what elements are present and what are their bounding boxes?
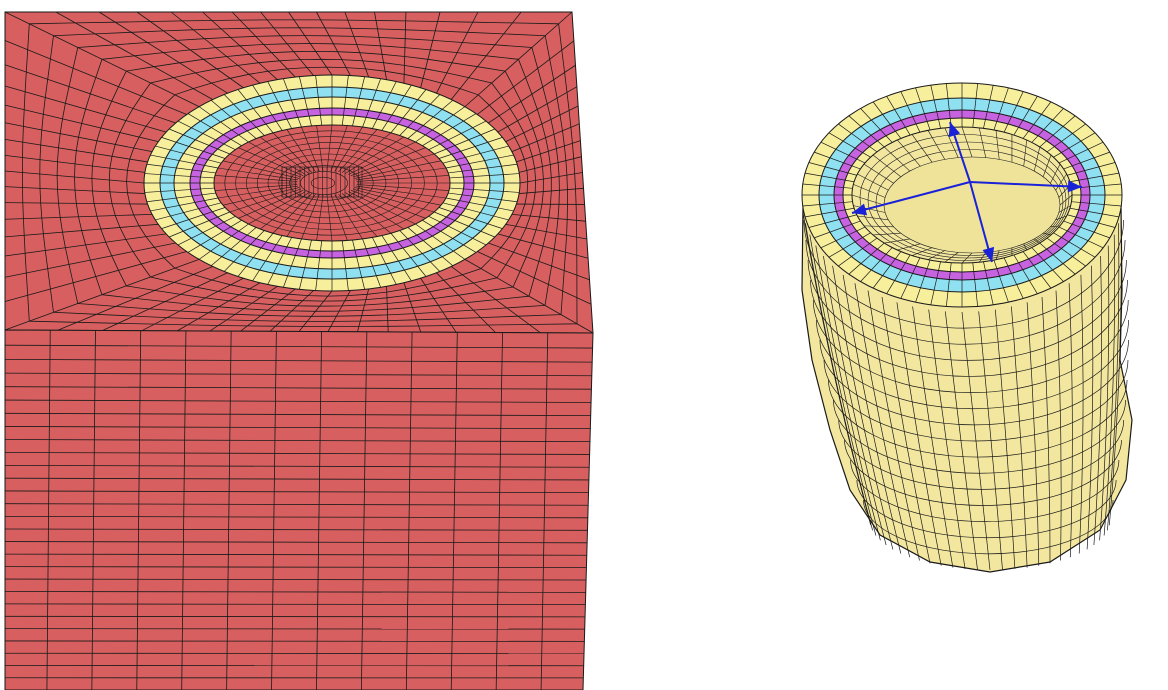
arrow-right-shaft (969, 181, 1083, 188)
lumen-floor (883, 156, 1061, 254)
block-front-face (4, 329, 594, 690)
front-face-mesh (4, 330, 593, 690)
block-mesh-panel (4, 11, 594, 690)
lumen-mesh (851, 126, 1073, 264)
arrow-up-head-icon (948, 122, 961, 138)
embedded-ring-layers (143, 74, 521, 292)
tube-top-annulus (801, 82, 1123, 308)
arrow-right-head-icon (1067, 180, 1082, 193)
ring-mesh-lines (144, 75, 520, 291)
arrow-left-shaft (851, 181, 971, 214)
arrow-left-head-icon (852, 203, 868, 216)
strain-arrows (851, 121, 1083, 263)
top-face-mesh (4, 11, 594, 334)
cavity-mesh (214, 124, 450, 242)
tube-mesh-panel (801, 82, 1133, 573)
arrow-down-head-icon (982, 246, 995, 262)
tube-annulus-mesh (802, 83, 1122, 307)
tube-wall-mesh (802, 211, 1129, 571)
